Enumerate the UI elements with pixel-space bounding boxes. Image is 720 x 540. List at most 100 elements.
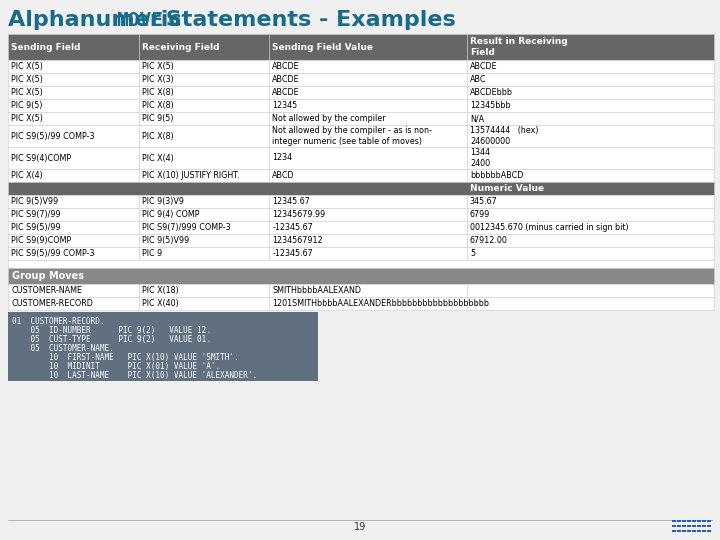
Bar	[269, 297, 714, 310]
Bar	[467, 60, 714, 73]
Bar	[702, 524, 706, 527]
Text: -12345.67: -12345.67	[272, 249, 313, 258]
Bar	[467, 208, 714, 221]
Text: PIC X(8): PIC X(8)	[142, 101, 174, 110]
Bar	[467, 112, 714, 125]
Bar	[8, 268, 714, 284]
Text: PIC 9(5)V99: PIC 9(5)V99	[142, 236, 189, 245]
Bar	[269, 73, 467, 86]
Text: 0012345.670 (minus carried in sign bit): 0012345.670 (minus carried in sign bit)	[470, 223, 629, 232]
Text: PIC S9(5)/99 COMP-3: PIC S9(5)/99 COMP-3	[11, 249, 94, 258]
Bar	[8, 73, 139, 86]
Bar	[687, 519, 690, 522]
Bar	[269, 34, 467, 60]
Text: 12345bbb: 12345bbb	[470, 101, 510, 110]
Text: 67912.00: 67912.00	[470, 236, 508, 245]
Bar	[8, 221, 139, 234]
Bar	[269, 125, 467, 147]
Text: PIC X(40): PIC X(40)	[142, 299, 179, 308]
Text: Result in Receiving
Field: Result in Receiving Field	[470, 37, 567, 57]
Text: Not allowed by the compiler: Not allowed by the compiler	[272, 114, 386, 123]
Text: 01  CUSTOMER-RECORD.: 01 CUSTOMER-RECORD.	[12, 317, 104, 326]
Text: PIC 9(5)V99: PIC 9(5)V99	[11, 197, 58, 206]
Text: ABCD: ABCD	[272, 171, 295, 180]
Text: 5: 5	[470, 249, 475, 258]
Bar	[467, 86, 714, 99]
Bar	[687, 524, 690, 527]
Bar	[269, 86, 467, 99]
Bar	[692, 519, 696, 522]
Text: PIC X(10) JUSTIFY RIGHT.: PIC X(10) JUSTIFY RIGHT.	[142, 171, 239, 180]
Text: 10  MIDINIT      PIC X(01) VALUE 'A'.: 10 MIDINIT PIC X(01) VALUE 'A'.	[12, 362, 220, 371]
Text: PIC X(8): PIC X(8)	[142, 132, 174, 140]
Bar	[702, 530, 706, 532]
Bar	[692, 524, 696, 527]
Text: PIC S9(9)COMP: PIC S9(9)COMP	[11, 236, 71, 245]
Text: 05  CUST-TYPE      PIC 9(2)   VALUE 01.: 05 CUST-TYPE PIC 9(2) VALUE 01.	[12, 335, 211, 344]
Bar	[139, 99, 269, 112]
Text: PIC S9(5)/99 COMP-3: PIC S9(5)/99 COMP-3	[11, 132, 94, 140]
Bar	[467, 284, 714, 297]
Bar	[139, 73, 269, 86]
Bar	[682, 524, 685, 527]
Text: MOVE: MOVE	[116, 10, 163, 30]
Bar	[8, 99, 139, 112]
Text: Sending Field Value: Sending Field Value	[272, 43, 373, 51]
Text: Numeric Value: Numeric Value	[470, 184, 544, 193]
Bar	[8, 312, 318, 381]
Text: Statements - Examples: Statements - Examples	[158, 10, 456, 30]
Bar	[467, 169, 714, 182]
Bar	[707, 519, 711, 522]
Text: CUSTOMER-NAME: CUSTOMER-NAME	[11, 286, 82, 295]
Text: 05  ID-NUMBER      PIC 9(2)   VALUE 12.: 05 ID-NUMBER PIC 9(2) VALUE 12.	[12, 326, 211, 335]
Text: Not allowed by the compiler - as is non-
integer numeric (see table of moves): Not allowed by the compiler - as is non-…	[272, 126, 432, 146]
Bar	[139, 60, 269, 73]
Bar	[269, 247, 467, 260]
Text: 10  FIRST-NAME   PIC X(10) VALUE 'SMITH'.: 10 FIRST-NAME PIC X(10) VALUE 'SMITH'.	[12, 353, 238, 362]
Bar	[8, 284, 139, 297]
Text: 1234567912: 1234567912	[272, 236, 323, 245]
Text: PIC X(5): PIC X(5)	[11, 88, 43, 97]
Text: 345.67: 345.67	[470, 197, 498, 206]
Text: SMITHbbbbAALEXAND: SMITHbbbbAALEXAND	[272, 286, 361, 295]
Bar	[707, 524, 711, 527]
Text: PIC X(18): PIC X(18)	[142, 286, 179, 295]
Bar	[697, 519, 701, 522]
Bar	[8, 234, 139, 247]
Text: PIC 9(5): PIC 9(5)	[11, 101, 42, 110]
Text: 10  LAST-NAME    PIC X(10) VALUE 'ALEXANDER'.: 10 LAST-NAME PIC X(10) VALUE 'ALEXANDER'…	[12, 371, 257, 380]
Bar	[467, 73, 714, 86]
Text: 1234: 1234	[272, 153, 292, 163]
Bar	[139, 147, 269, 169]
Text: PIC 9(5): PIC 9(5)	[142, 114, 173, 123]
Bar	[269, 169, 467, 182]
Bar	[682, 530, 685, 532]
Text: ABCDE: ABCDE	[272, 62, 300, 71]
Bar	[677, 524, 680, 527]
Bar	[8, 260, 714, 268]
Bar	[697, 524, 701, 527]
Bar	[8, 147, 139, 169]
Bar	[467, 125, 714, 147]
Text: -12345.67: -12345.67	[272, 223, 313, 232]
Text: 12345.67: 12345.67	[272, 197, 310, 206]
Bar	[139, 125, 269, 147]
Bar	[139, 221, 269, 234]
Text: PIC S9(7)/99: PIC S9(7)/99	[11, 210, 60, 219]
Bar	[8, 86, 139, 99]
Bar	[672, 530, 675, 532]
Bar	[269, 284, 714, 297]
Bar	[139, 234, 269, 247]
Text: Group Moves: Group Moves	[12, 271, 84, 281]
Bar	[139, 169, 269, 182]
Bar	[672, 519, 675, 522]
Bar	[8, 247, 139, 260]
Text: PIC 9(3)V9: PIC 9(3)V9	[142, 197, 184, 206]
Text: ABC: ABC	[470, 75, 487, 84]
Bar	[677, 519, 680, 522]
Text: PIC X(4): PIC X(4)	[142, 153, 174, 163]
Bar	[269, 221, 467, 234]
Bar	[139, 247, 269, 260]
Bar	[467, 147, 714, 169]
Bar	[467, 195, 714, 208]
